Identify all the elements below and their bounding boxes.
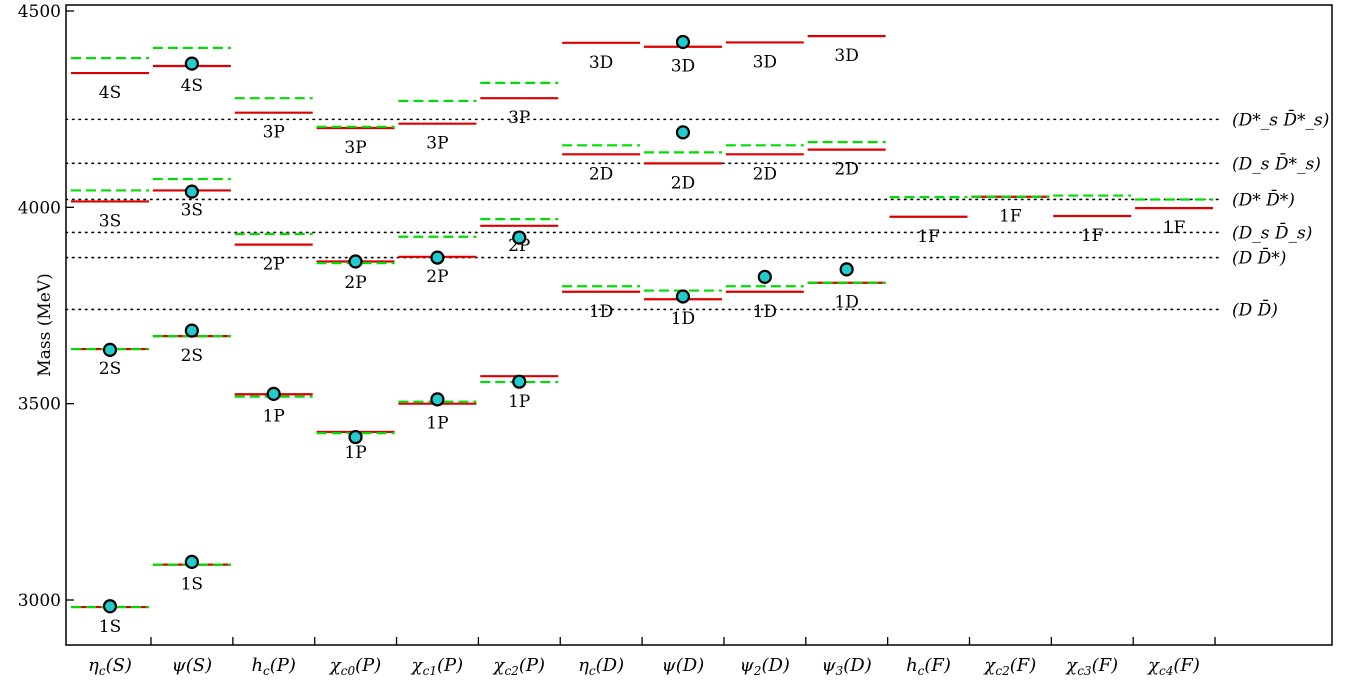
state-label: 1F <box>1081 226 1104 246</box>
x-tick-label: χc3(F) <box>1064 655 1118 678</box>
experimental-point <box>102 342 118 357</box>
state-label: 3P <box>344 138 366 158</box>
state-label: 1D <box>671 309 695 329</box>
experimental-point <box>266 386 281 401</box>
state-label: 2P <box>344 273 366 293</box>
x-tick-label: ηc(D) <box>578 655 624 678</box>
threshold-lines: (D*_s D̄*_s) (D_s D̄*_s) (D* D̄*) (D_s D̄_s… <box>65 108 1329 320</box>
x-tick-label: χc2(F) <box>982 655 1036 678</box>
state-label: 1S <box>99 617 121 637</box>
state-label: 1F <box>1163 218 1186 238</box>
state-label: 3D <box>671 57 695 77</box>
x-tick-label: ψ(D) <box>662 655 705 676</box>
state-label: 1F <box>999 207 1022 227</box>
experimental-point <box>184 56 199 71</box>
y-tick-label: 3500 <box>18 395 61 415</box>
threshold-label: (D D̄*) <box>1232 246 1286 268</box>
state-label: 4S <box>181 76 203 96</box>
experimental-point <box>184 184 199 199</box>
state-label: 3D <box>834 46 858 66</box>
x-axis: ηc(S) ψ(S) hc(P) χc0(P) χc1(P) χc2(P) ηc(D) ψ(D… <box>88 637 1216 678</box>
state-label: 3D <box>589 53 613 73</box>
state-label: 2S <box>181 346 203 366</box>
y-axis: 3000 3500 4000 4500 <box>18 2 74 611</box>
experimental-point <box>184 554 199 570</box>
state-label: 2D <box>753 164 777 184</box>
experimental-point <box>675 34 691 50</box>
threshold-label: (D_s D̄_s) <box>1232 221 1312 243</box>
y-tick-label: 3000 <box>18 591 61 611</box>
x-tick-label: χc2(P) <box>492 655 545 678</box>
state-label: 2S <box>99 359 121 379</box>
threshold-label: (D_s D̄*_s) <box>1232 152 1321 174</box>
experimental-point <box>430 250 445 265</box>
threshold-label: (D D̄) <box>1232 298 1278 320</box>
x-tick-label: hc(F) <box>906 655 951 678</box>
threshold-label: (D*_s D̄*_s) <box>1232 108 1329 130</box>
state-label: 1D <box>589 302 613 322</box>
experimental-point <box>184 323 199 338</box>
experimental-point <box>757 269 772 284</box>
state-label: 3D <box>753 52 777 72</box>
y-tick-label: 4500 <box>18 2 61 22</box>
y-axis-title: Mass (MeV) <box>35 273 55 376</box>
state-label: 2D <box>671 173 695 193</box>
x-tick-label: hc(P) <box>251 655 295 678</box>
x-tick-label: χc1(P) <box>410 655 463 678</box>
state-label: 1D <box>834 293 858 313</box>
state-label: 3S <box>99 211 121 231</box>
state-label: 1P <box>426 414 448 434</box>
state-label: 2D <box>589 164 613 184</box>
threshold-label: (D* D̄*) <box>1232 188 1295 210</box>
experimental-point <box>348 429 363 445</box>
x-tick-label: χc4(F) <box>1146 655 1200 678</box>
x-tick-label: ψ2(D) <box>740 655 790 678</box>
experimental-point <box>348 254 363 269</box>
state-label: 1F <box>917 227 940 247</box>
state-label: 2P <box>263 255 285 275</box>
experimental-point <box>675 125 691 140</box>
x-tick-label: ψ3(D) <box>822 655 872 678</box>
state-label: 1S <box>181 575 203 595</box>
y-tick-label: 4000 <box>18 198 61 218</box>
experimental-point <box>430 392 445 407</box>
state-label: 2P <box>426 267 448 287</box>
state-label: 1P <box>344 443 366 463</box>
experimental-point <box>512 230 527 245</box>
state-label: 1D <box>753 302 777 322</box>
experimental-point <box>102 599 118 614</box>
state-label: 1P <box>508 392 530 412</box>
experimental-point <box>839 262 854 277</box>
state-label: 3P <box>426 134 448 154</box>
x-tick-label: ηc(S) <box>88 655 132 678</box>
mass-levels: 1S2S3S4S1S2S3S4S1P2P3P1P2P3P1P2P3P1P2P3P… <box>71 34 1214 637</box>
x-tick-label: ψ(S) <box>172 655 213 676</box>
state-label: 3P <box>263 123 285 143</box>
state-label: 3P <box>508 108 530 128</box>
experimental-point <box>675 289 691 304</box>
experimental-point <box>512 374 527 389</box>
state-label: 4S <box>99 83 121 103</box>
state-label: 3S <box>181 200 203 220</box>
state-label: 2D <box>834 160 858 180</box>
x-tick-label: χc0(P) <box>328 655 381 678</box>
state-label: 1P <box>263 407 285 427</box>
plot-frame <box>65 4 1333 646</box>
